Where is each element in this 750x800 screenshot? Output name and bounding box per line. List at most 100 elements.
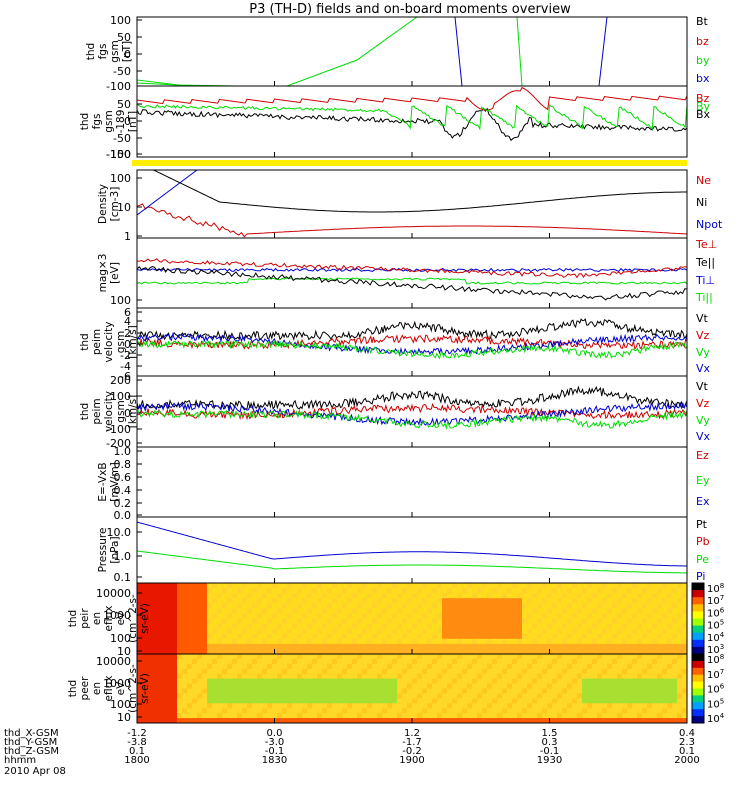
- heat-cell: [542, 623, 548, 630]
- heat-cell: [437, 713, 443, 719]
- heat-cell: [347, 633, 353, 640]
- heat-cell: [457, 718, 463, 723]
- heat-cell: [442, 713, 448, 719]
- heat-cell: [177, 593, 183, 599]
- heat-cell: [552, 648, 558, 654]
- heat-cell: [567, 633, 573, 640]
- heat-cell: [202, 703, 208, 709]
- series-vy: [137, 339, 687, 360]
- heat-cell: [667, 623, 673, 630]
- heat-cell: [572, 688, 578, 694]
- heat-cell: [182, 638, 188, 645]
- heat-cell: [432, 688, 438, 694]
- heat-cell: [337, 654, 343, 660]
- heat-cell: [182, 583, 188, 589]
- heat-cell: [522, 703, 528, 709]
- heat-cell: [422, 718, 428, 723]
- heat-cell: [197, 663, 203, 670]
- heat-cell: [147, 618, 153, 625]
- heat-cell: [137, 628, 143, 635]
- heat-cell: [552, 593, 558, 599]
- y-axis-label: -189: [115, 110, 127, 134]
- heat-cell: [592, 628, 598, 635]
- x-tick-label: -3.0: [265, 737, 285, 748]
- heat-cell: [392, 718, 398, 723]
- heat-cell: [302, 588, 308, 594]
- heat-cell: [652, 683, 658, 690]
- heat-cell: [377, 608, 383, 615]
- heat-cell: [502, 593, 508, 599]
- heat-cell: [352, 583, 358, 589]
- heat-cell: [317, 668, 323, 675]
- heat-cell: [672, 598, 678, 604]
- heat-cell: [357, 643, 363, 650]
- heat-cell: [567, 703, 573, 709]
- y-tick-label: 100: [110, 390, 131, 403]
- heat-cell: [392, 668, 398, 675]
- heat-cell: [147, 708, 153, 714]
- heat-cell: [472, 718, 478, 723]
- heat-cell: [172, 643, 178, 650]
- heat-cell: [242, 713, 248, 719]
- colorbar-segment: [692, 667, 704, 676]
- heat-cell: [497, 708, 503, 714]
- heat-cell: [397, 598, 403, 604]
- x-tick-label: 1800: [124, 755, 149, 766]
- heat-cell: [522, 593, 528, 599]
- heat-cell: [372, 673, 378, 680]
- heat-cell: [197, 713, 203, 719]
- heat-cell: [517, 708, 523, 714]
- heat-cell: [277, 648, 283, 654]
- heat-cell: [247, 643, 253, 650]
- heat-cell: [552, 613, 558, 620]
- heat-cell: [152, 628, 158, 635]
- heat-cell: [422, 588, 428, 594]
- heat-cell: [357, 658, 363, 665]
- heat-cell: [432, 668, 438, 675]
- heat-cell: [147, 623, 153, 630]
- heat-cell: [247, 608, 253, 615]
- colorbar-segment: [692, 597, 704, 605]
- heat-cell: [317, 633, 323, 640]
- heat-cell: [592, 648, 598, 654]
- heat-cell: [157, 613, 163, 620]
- heat-cell: [322, 654, 328, 660]
- heat-cell: [167, 618, 173, 625]
- heat-cell: [147, 718, 153, 723]
- heat-cell: [262, 598, 268, 604]
- heat-cell: [467, 654, 473, 660]
- y-tick-label: 0: [124, 115, 131, 128]
- heat-cell: [402, 678, 408, 685]
- heat-cell: [682, 668, 687, 675]
- heat-cell: [397, 588, 403, 594]
- heat-cell: [587, 668, 593, 675]
- heat-cell: [357, 668, 363, 675]
- heat-cell: [412, 623, 418, 630]
- heat-cell: [677, 708, 683, 714]
- heat-cell: [592, 598, 598, 604]
- heat-cell: [217, 658, 223, 665]
- heat-cell: [672, 648, 678, 654]
- heat-cell: [392, 663, 398, 670]
- heat-cell: [227, 713, 233, 719]
- heat-cell: [187, 683, 193, 690]
- heat-cell: [487, 683, 493, 690]
- heat-cell: [412, 598, 418, 604]
- heat-cell: [427, 618, 433, 625]
- heat-cell: [677, 648, 683, 654]
- heat-cell: [437, 608, 443, 615]
- heat-cell: [422, 693, 428, 699]
- heat-cell: [277, 668, 283, 675]
- heat-cell: [607, 613, 613, 620]
- heat-cell: [557, 688, 563, 694]
- heat-cell: [582, 678, 588, 685]
- heat-cell: [152, 703, 158, 709]
- heat-cell: [142, 593, 148, 599]
- heat-cell: [297, 618, 303, 625]
- heat-cell: [292, 648, 298, 654]
- heat-cell: [657, 658, 663, 665]
- heat-cell: [177, 598, 183, 604]
- legend-ez: Ez: [696, 449, 709, 462]
- heat-cell: [547, 638, 553, 645]
